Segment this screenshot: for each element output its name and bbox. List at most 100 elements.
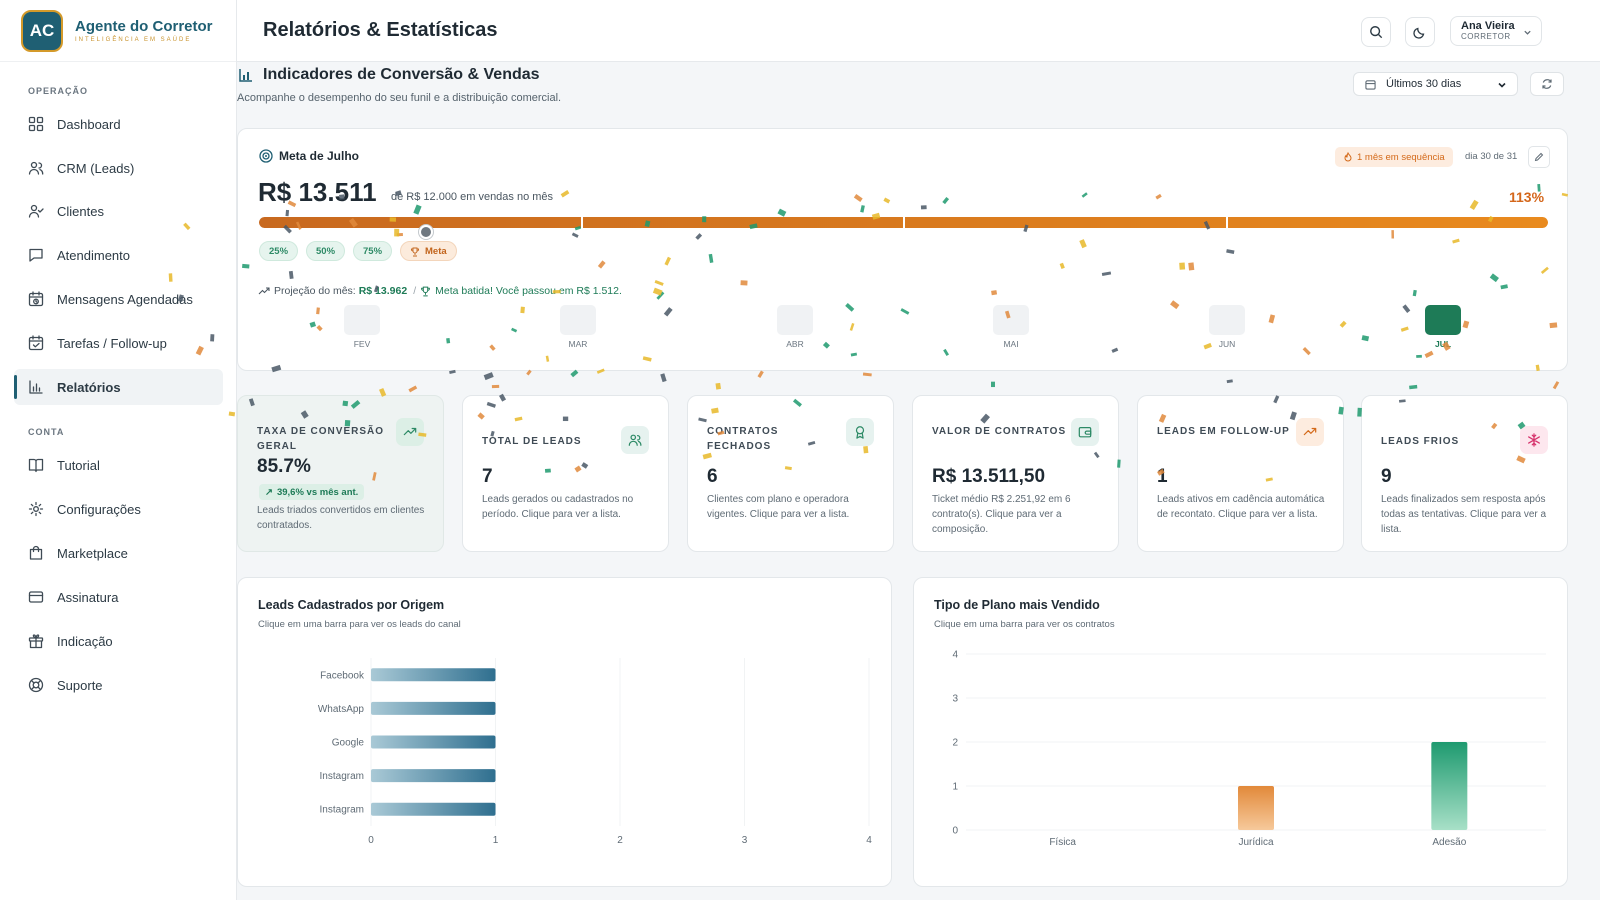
month-label: MAI [1003, 339, 1019, 349]
search-button[interactable] [1361, 17, 1391, 47]
kpi-value: 1 [1157, 466, 1168, 487]
x-tick-label: 3 [742, 835, 748, 846]
plan-bar[interactable] [1238, 786, 1274, 830]
progress-handle[interactable] [419, 225, 433, 239]
milestone-chip-75: 75% [353, 241, 393, 261]
kpi-card-leads-em-follow-up[interactable]: LEADS EM FOLLOW-UP 1 Leads ativos em cadên… [1137, 395, 1344, 552]
user-menu[interactable]: Ana Vieira CORRETOR [1450, 16, 1542, 46]
sidebar-item-mensagens-agendadas[interactable]: Mensagens Agendadas [14, 281, 223, 317]
flame-icon [1344, 152, 1352, 162]
sidebar-item-configuracoes[interactable]: Configurações [14, 491, 223, 527]
sidebar-item-clientes[interactable]: Clientes [14, 193, 223, 229]
kpi-value: 9 [1381, 466, 1392, 487]
sidebar-item-relatorios[interactable]: Relatórios [14, 369, 223, 405]
origin-bar[interactable] [371, 735, 496, 749]
user-name: Ana Vieira [1461, 20, 1515, 32]
milestone-chip-meta: Meta [400, 241, 457, 261]
refresh-button[interactable] [1530, 72, 1564, 96]
category-label: Instagram [320, 771, 364, 782]
projection-line: Projeção do mês: R$ 13.962 / Meta batida… [258, 285, 622, 297]
plan-chart-subtitle: Clique em uma barra para ver os contrato… [934, 619, 1115, 630]
origin-chart-card: Leads Cadastrados por Origem Clique em u… [237, 577, 892, 887]
top-header: Relatórios & Estatísticas Ana Vieira COR… [237, 0, 1600, 62]
brand-name: Agente do Corretor [75, 18, 213, 35]
plan-bar[interactable] [1431, 742, 1468, 830]
kpi-value: 85.7% [257, 456, 311, 477]
kpi-label: VALOR DE CONTRATOS [932, 426, 1067, 437]
confetti-piece [660, 373, 667, 383]
sidebar-item-label: Relatórios [57, 379, 121, 395]
category-label: Adesão [1432, 837, 1466, 848]
refresh-icon [1542, 79, 1552, 89]
origin-bar[interactable] [371, 668, 496, 682]
kpi-card-total-de-leads[interactable]: TOTAL DE LEADS 7 Leads gerados ou cadastra… [462, 395, 669, 552]
x-tick-label: 2 [617, 835, 623, 846]
confetti-piece [991, 381, 995, 388]
month-bar [993, 305, 1029, 335]
confetti-piece [1409, 384, 1418, 390]
kpi-description: Leads finalizados sem resposta após toda… [1381, 494, 1547, 535]
section-title: Indicadores de Conversão & Vendas [263, 66, 540, 83]
kpi-card-leads-frios[interactable]: LEADS FRIOS 9 Leads finalizados sem respos… [1361, 395, 1568, 552]
period-select[interactable]: Últimos 30 dias [1353, 72, 1518, 96]
user-check-icon [28, 203, 44, 219]
wallet-icon [1071, 418, 1099, 446]
goal-card: Meta de Julho 1 mês em sequência dia 30 … [237, 128, 1568, 371]
x-tick-label: 1 [493, 835, 499, 846]
category-label: Google [332, 738, 365, 749]
confetti-piece [757, 370, 764, 378]
origin-chart-title: Leads Cadastrados por Origem [258, 598, 445, 612]
sidebar-item-label: Marketplace [57, 545, 128, 561]
month-label: JUL [1434, 339, 1452, 349]
sidebar-item-marketplace[interactable]: Marketplace [14, 535, 223, 571]
origin-bar[interactable] [371, 769, 496, 783]
month-history-item: JUL [1423, 305, 1463, 349]
sidebar-item-suporte[interactable]: Suporte [14, 667, 223, 703]
target-icon [259, 149, 273, 163]
chevron-down-icon [1498, 82, 1506, 88]
confetti-piece [715, 382, 721, 390]
origin-chart-subtitle: Clique em uma barra para ver os leads do… [258, 619, 461, 630]
y-tick-label: 0 [952, 826, 958, 837]
credit-card-icon [28, 589, 44, 605]
confetti-piece [491, 384, 500, 389]
month-bar [560, 305, 596, 335]
trending-up-icon [258, 287, 270, 295]
sidebar-item-assinatura[interactable]: Assinatura [14, 579, 223, 615]
sidebar-item-label: Suporte [57, 677, 103, 693]
search-icon [1370, 26, 1383, 39]
sidebar-item-label: Clientes [57, 203, 104, 219]
origin-bar[interactable] [371, 802, 496, 816]
sidebar-item-atendimento[interactable]: Atendimento [14, 237, 223, 273]
page-title: Relatórios & Estatísticas [263, 19, 498, 41]
origin-bar-chart: 0 1 2 3 4 Facebook WhatsApp Google Instagram Inst… [318, 658, 872, 846]
sidebar-item-tutorial[interactable]: Tutorial [14, 447, 223, 483]
theme-toggle-button[interactable] [1405, 17, 1435, 47]
category-label: Física [1049, 837, 1076, 848]
kpi-card-valor-de-contratos[interactable]: VALOR DE CONTRATOS R$ 13.511,50 Ticket méd… [912, 395, 1119, 552]
edit-goal-button[interactable] [1528, 146, 1550, 168]
sidebar: AC Agente do Corretor INTELIGÊNCIA EM SA… [0, 0, 237, 900]
sidebar-item-label: Assinatura [57, 589, 119, 605]
user-role: CORRETOR [1461, 32, 1511, 41]
kpi-card-contratos-fechados[interactable]: CONTRATOS FECHADOS 6 Clientes com plano e … [687, 395, 894, 552]
goal-title: Meta de Julho [279, 149, 360, 163]
brand[interactable]: AC Agente do Corretor INTELIGÊNCIA EM SA… [0, 0, 236, 62]
confetti-piece [408, 385, 418, 393]
sidebar-item-indicacao[interactable]: Indicação [14, 623, 223, 659]
origin-bar[interactable] [371, 701, 496, 715]
lifebuoy-icon [28, 677, 44, 693]
confetti-piece [862, 372, 872, 377]
book-icon [28, 457, 44, 473]
kpi-card-taxa-de-conversao-geral[interactable]: TAXA DE CONVERSÃO GERAL 85.7% ↗ 39,6% vs mê… [237, 395, 444, 552]
trending-up-icon [1296, 418, 1324, 446]
projection-value: R$ 13.962 [358, 285, 408, 297]
sidebar-item-crm-leads[interactable]: CRM (Leads) [14, 150, 223, 186]
kpi-value: 6 [707, 466, 718, 487]
chevron-down-icon [1524, 30, 1531, 35]
progress-tick [581, 217, 583, 228]
kpi-label: TOTAL DE LEADS [482, 436, 582, 447]
sidebar-item-dashboard[interactable]: Dashboard [14, 106, 223, 142]
kpi-label: LEADS EM FOLLOW-UP [1157, 426, 1290, 437]
sidebar-item-tarefas-follow-up[interactable]: Tarefas / Follow-up [14, 325, 223, 361]
